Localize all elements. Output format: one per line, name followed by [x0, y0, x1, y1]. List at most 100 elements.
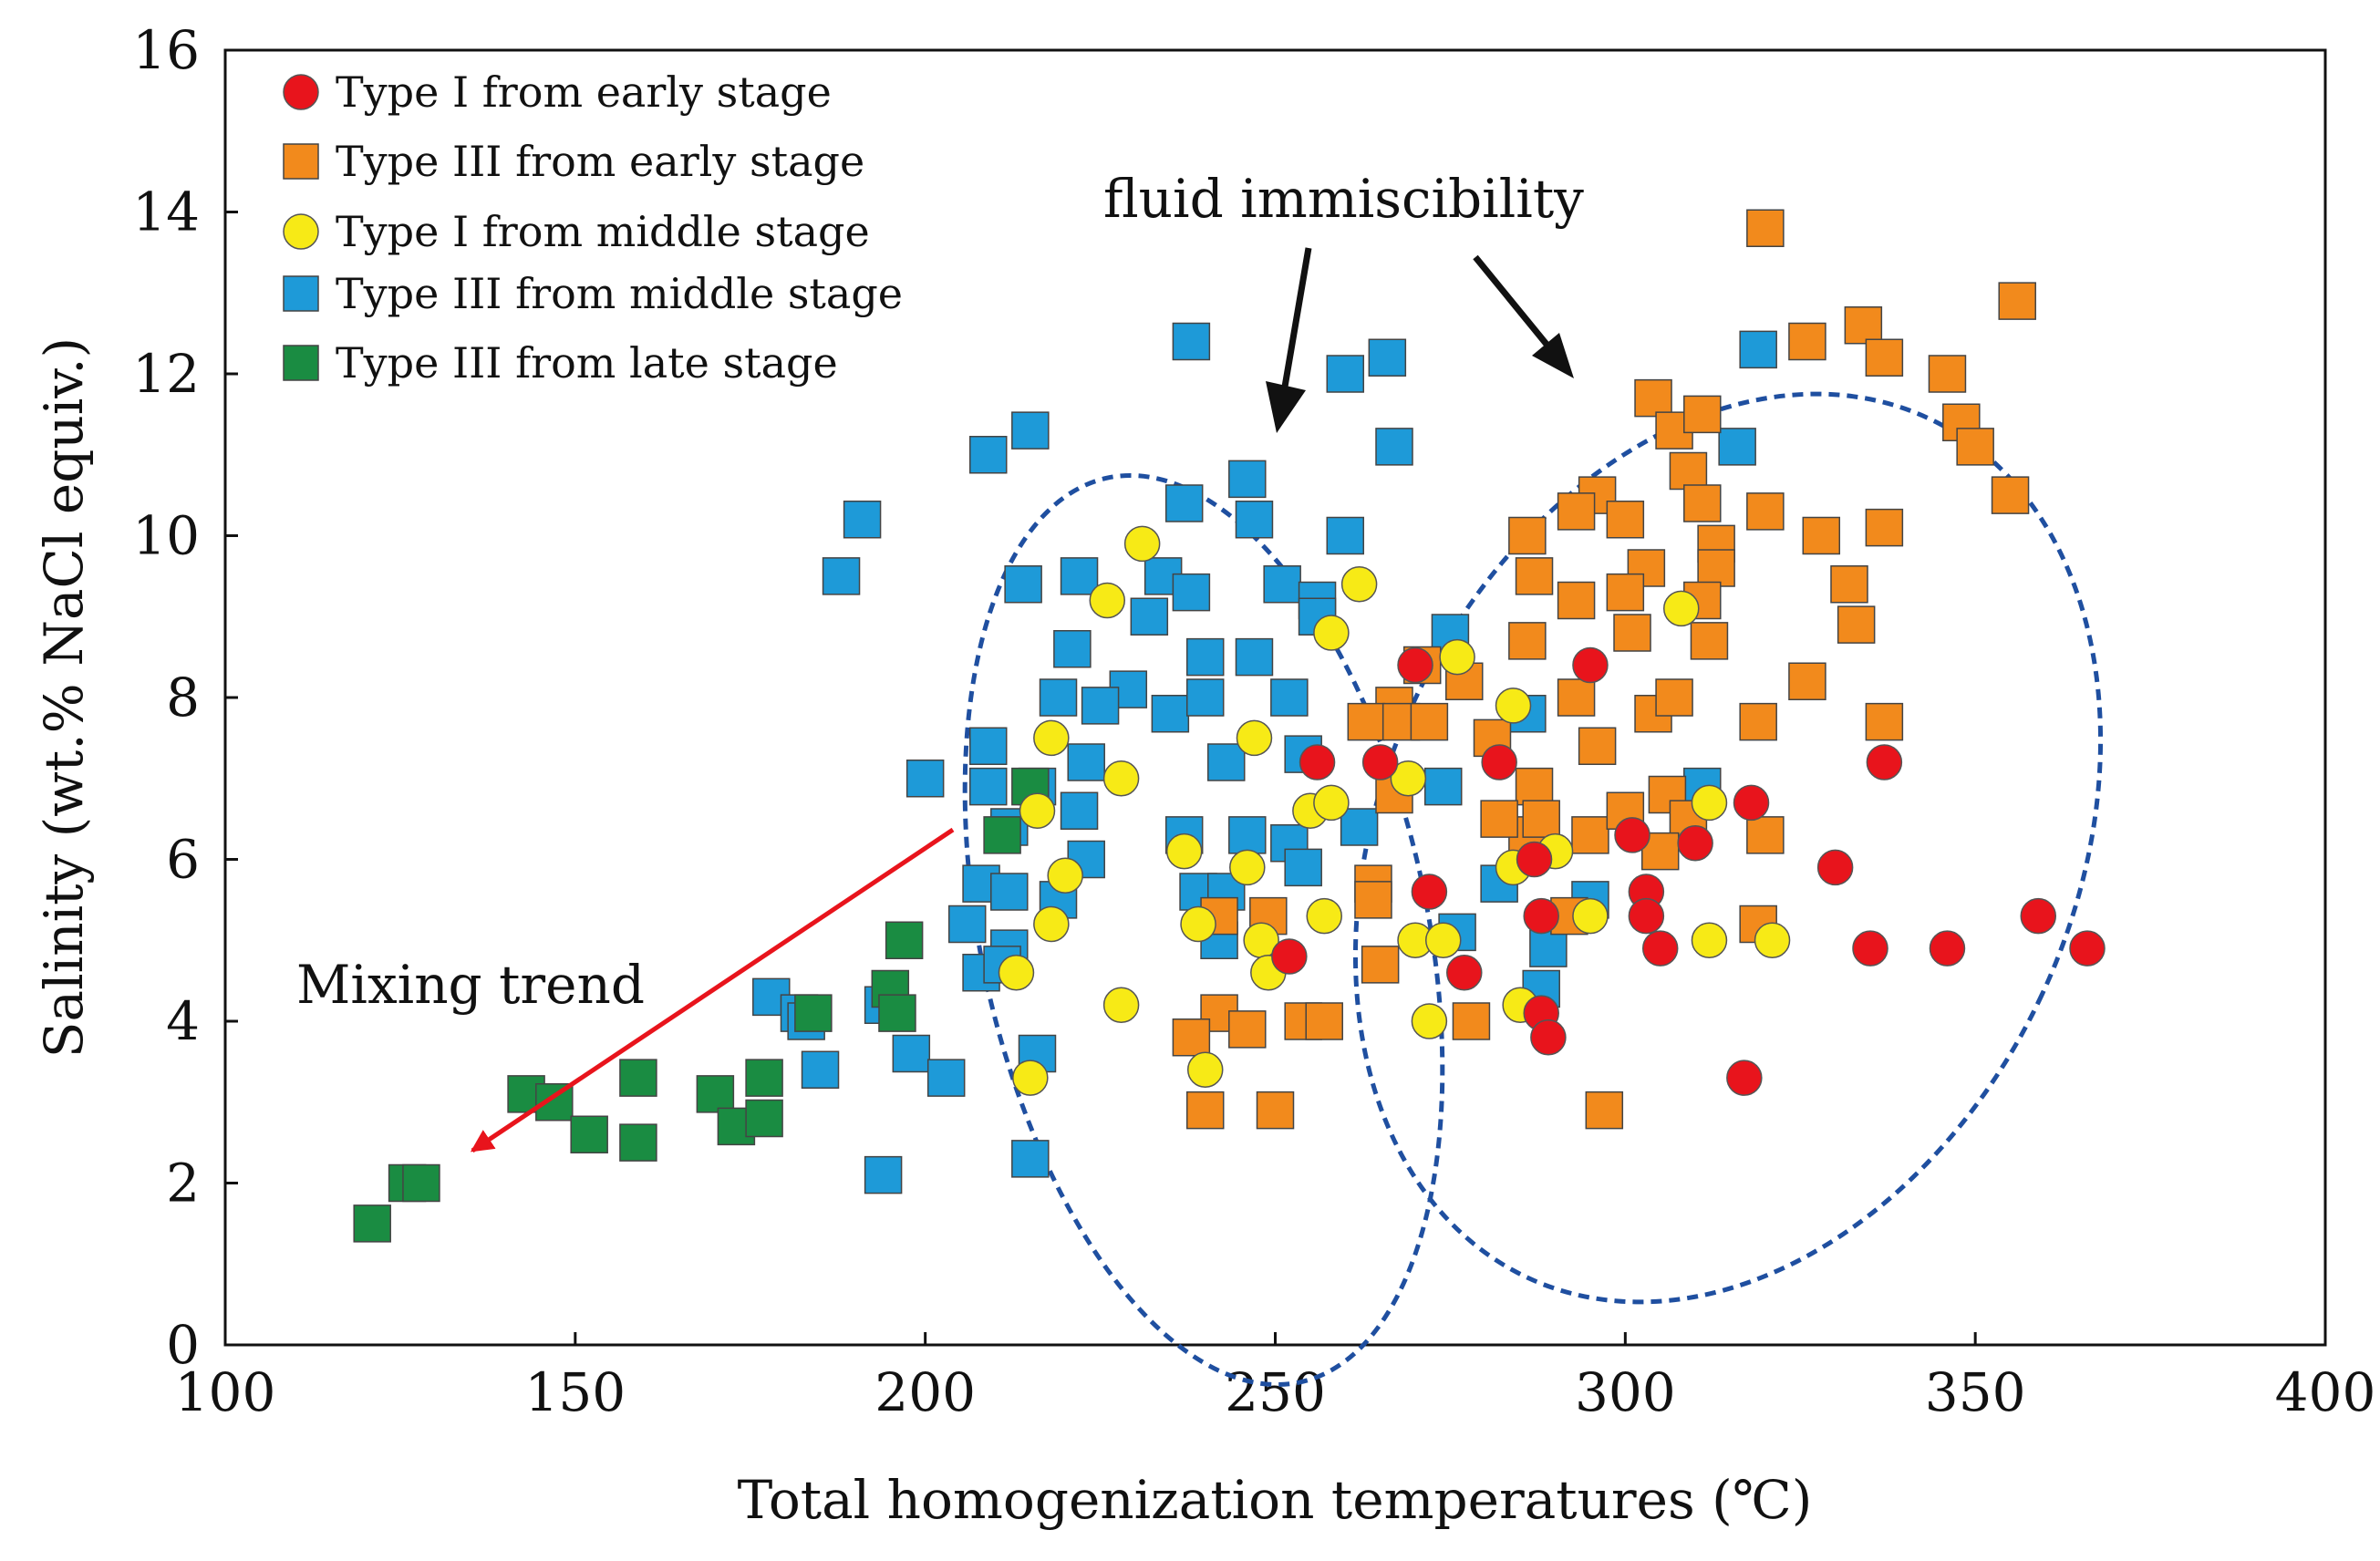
point-type-iii-from-middle-stage — [1263, 565, 1301, 604]
point-type-iii-from-early-stage — [1571, 816, 1609, 854]
point-type-iii-from-early-stage — [1606, 573, 1645, 612]
point-type-iii-from-middle-stage — [1228, 460, 1267, 499]
point-type-iii-from-early-stage — [1697, 549, 1735, 587]
y-tick-label: 10 — [132, 505, 200, 567]
point-type-iii-from-late-stage — [619, 1059, 657, 1097]
point-type-iii-from-middle-stage — [1004, 565, 1042, 604]
point-type-i-from-middle-stage — [1102, 987, 1140, 1023]
point-type-iii-from-early-stage — [1185, 1091, 1225, 1130]
point-type-iii-from-early-stage — [1410, 702, 1449, 741]
point-type-iii-from-early-stage — [1613, 614, 1651, 652]
point-type-iii-from-early-stage — [1746, 492, 1785, 531]
x-tick-label: 150 — [524, 1361, 626, 1423]
mixing-trend-arrow — [470, 827, 955, 1153]
point-type-i-from-middle-stage — [1123, 525, 1161, 563]
point-type-i-from-early-stage — [1677, 825, 1713, 862]
point-type-iii-from-late-stage — [885, 921, 924, 959]
point-type-i-from-early-stage — [2069, 930, 2106, 967]
point-type-iii-from-early-stage — [1480, 800, 1518, 838]
point-type-iii-from-late-stage — [878, 994, 916, 1032]
point-type-iii-from-early-stage — [1172, 1018, 1211, 1057]
point-type-iii-from-early-stage — [1739, 702, 1777, 741]
point-type-iii-from-middle-stage — [1060, 557, 1099, 595]
point-type-iii-from-early-stage — [1585, 1091, 1624, 1130]
point-type-iii-from-middle-stage — [1340, 808, 1379, 846]
point-type-iii-from-early-stage — [1305, 1002, 1343, 1040]
point-type-iii-from-middle-stage — [1164, 484, 1204, 522]
point-type-i-from-middle-stage — [1439, 638, 1475, 676]
point-type-iii-from-early-stage — [1865, 508, 1904, 547]
point-type-iii-from-middle-stage — [1368, 338, 1407, 377]
point-type-i-from-early-stage — [1733, 784, 1770, 822]
point-type-iii-from-early-stage — [1557, 581, 1596, 620]
point-type-i-from-early-stage — [1852, 930, 1888, 967]
chart-annotations: fluid immiscibility Mixing trend — [296, 168, 1584, 1153]
point-type-iii-from-middle-stage — [1053, 630, 1092, 668]
point-type-iii-from-late-stage — [983, 816, 1021, 854]
y-tick-label: 14 — [132, 181, 200, 243]
legend-marker — [283, 143, 319, 180]
point-type-i-from-middle-stage — [1089, 582, 1126, 619]
point-type-i-from-early-stage — [1516, 841, 1553, 878]
point-type-iii-from-middle-stage — [947, 905, 987, 944]
point-type-iii-from-late-stage — [696, 1075, 735, 1113]
immiscibility-arrow-right — [1473, 254, 1551, 349]
point-type-iii-from-middle-stage — [1067, 743, 1105, 781]
y-tick-label: 6 — [166, 829, 200, 891]
point-type-i-from-early-stage — [1614, 817, 1650, 853]
point-type-iii-from-early-stage — [1452, 1002, 1491, 1040]
point-type-iii-from-middle-stage — [822, 557, 861, 595]
point-type-iii-from-early-stage — [1508, 516, 1547, 555]
point-type-i-from-middle-stage — [1102, 760, 1140, 797]
point-type-iii-from-middle-stage — [990, 873, 1029, 911]
point-type-iii-from-middle-stage — [1172, 573, 1211, 612]
axis-ticks: 100 150 200 250 300 350 400 0 2 4 6 8 10 12 14 16 — [132, 19, 2375, 1423]
x-axis-title: Total homogenization temperatures (℃) — [738, 1469, 1813, 1531]
point-type-i-from-early-stage — [1929, 930, 1966, 967]
point-type-iii-from-early-stage — [1802, 516, 1841, 555]
point-type-i-from-early-stage — [2020, 897, 2057, 935]
point-type-i-from-middle-stage — [1165, 832, 1203, 870]
legend-marker — [283, 275, 319, 312]
point-type-i-from-middle-stage — [1662, 590, 1700, 627]
point-type-i-from-early-stage — [1628, 897, 1665, 935]
point-type-iii-from-middle-stage — [1185, 637, 1225, 677]
legend-marker — [283, 74, 319, 110]
point-type-iii-from-late-stage — [402, 1163, 440, 1203]
point-type-iii-from-middle-stage — [1718, 428, 1756, 466]
point-type-iii-from-early-stage — [1361, 946, 1400, 984]
immiscibility-arrow-right-head — [1532, 333, 1574, 378]
immiscibility-arrow-left-head — [1266, 381, 1306, 433]
point-type-iii-from-early-stage — [1347, 702, 1386, 741]
y-tick-label: 16 — [132, 19, 200, 81]
point-type-i-from-middle-stage — [1033, 905, 1070, 943]
legend-label: Type III from middle stage — [336, 269, 903, 318]
point-type-i-from-early-stage — [1641, 930, 1679, 967]
legend: Type I from early stage Type III from ear… — [283, 67, 903, 388]
point-type-i-from-early-stage — [1446, 955, 1483, 991]
point-type-iii-from-middle-stage — [969, 767, 1008, 806]
legend-label: Type I from early stage — [336, 67, 832, 117]
point-type-iii-from-middle-stage — [1185, 678, 1225, 717]
point-type-i-from-middle-stage — [1012, 1060, 1049, 1096]
point-type-i-from-middle-stage — [1313, 615, 1350, 651]
x-tick-label: 200 — [874, 1361, 976, 1423]
point-type-iii-from-middle-stage — [1739, 330, 1777, 369]
point-type-i-from-early-stage — [1523, 897, 1559, 935]
point-type-iii-from-early-stage — [1991, 476, 2030, 514]
point-type-i-from-middle-stage — [1229, 849, 1266, 886]
point-type-i-from-middle-stage — [1424, 922, 1462, 958]
legend-marker — [283, 345, 319, 381]
point-type-i-from-early-stage — [1816, 849, 1854, 886]
point-type-i-from-middle-stage — [1340, 566, 1378, 603]
point-type-i-from-early-stage — [1411, 874, 1448, 910]
point-type-iii-from-middle-stage — [969, 436, 1008, 474]
point-type-iii-from-early-stage — [1830, 565, 1868, 604]
fluid-immiscibility-label: fluid immiscibility — [1103, 168, 1584, 230]
point-type-i-from-middle-stage — [1691, 784, 1728, 822]
point-type-iii-from-early-stage — [1998, 282, 2036, 320]
point-type-iii-from-early-stage — [1788, 662, 1826, 700]
x-tick-label: 300 — [1575, 1361, 1676, 1423]
point-type-iii-from-middle-stage — [892, 1034, 931, 1073]
